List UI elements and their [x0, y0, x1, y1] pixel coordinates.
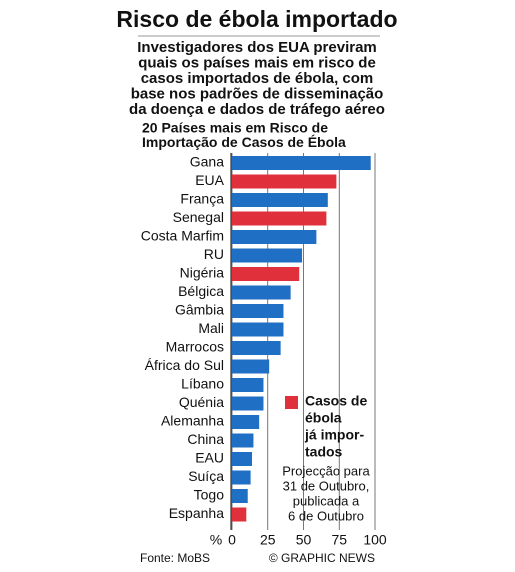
category-label: Marrocos	[166, 339, 224, 355]
subtitle: base nos padrões de disseminação	[131, 85, 384, 102]
subtitle: da doença e dados de tráfego aéreo	[129, 101, 385, 118]
category-label: Costa Marfim	[141, 228, 224, 244]
bar	[232, 470, 251, 485]
subtitle: casos importados de ébola, com	[141, 70, 374, 87]
category-label: Espanha	[169, 505, 224, 521]
category-label: Suíça	[188, 468, 224, 484]
x-tick-label: 50	[296, 532, 312, 548]
subtitle: quais os países mais em risco de	[138, 54, 376, 71]
credit: © GRAPHIC NEWS	[269, 551, 375, 565]
bar	[232, 415, 260, 429]
category-label: Togo	[194, 487, 225, 503]
category-label: Alemanha	[161, 413, 224, 429]
bar	[232, 378, 264, 392]
chart-subtitle: Importação de Casos de Ébola	[142, 134, 346, 150]
category-label: África do Sul	[145, 357, 224, 373]
legend-label: tados	[305, 444, 343, 460]
category-label: Bélgica	[178, 283, 224, 299]
note: publicada a	[293, 493, 360, 508]
category-label: EAU	[195, 450, 224, 466]
chart-title: Risco de ébola importado	[116, 6, 397, 32]
bar	[232, 452, 253, 466]
note: 6 de Outubro	[288, 508, 364, 523]
bar	[232, 304, 284, 318]
bar	[232, 174, 337, 189]
x-tick-label: 100	[363, 532, 387, 548]
bar	[232, 341, 281, 355]
category-label: RU	[204, 246, 224, 262]
bar	[232, 359, 270, 374]
legend-label: ébola	[305, 410, 342, 426]
x-tick-label: 25	[260, 532, 276, 548]
category-label: Quénia	[179, 394, 224, 410]
chart-subtitle: 20 Países mais em Risco de	[142, 120, 328, 136]
category-label: Senegal	[173, 209, 224, 225]
category-label: Mali	[198, 320, 224, 336]
x-tick-label: 0	[228, 532, 236, 548]
bar	[232, 193, 328, 207]
bar	[232, 507, 247, 522]
category-label: Líbano	[181, 376, 224, 392]
bar	[232, 211, 327, 226]
legend-label: já impor-	[304, 427, 364, 443]
category-label: Nigéria	[180, 265, 225, 281]
bar	[232, 396, 264, 411]
bar	[232, 248, 303, 263]
bar	[232, 322, 284, 337]
bar	[232, 267, 300, 281]
x-unit: %	[210, 532, 222, 548]
note: Projecção para	[282, 463, 370, 478]
legend-swatch	[285, 396, 298, 409]
category-label: Gâmbia	[175, 302, 224, 318]
bar	[232, 230, 317, 244]
subtitle: Investigadores dos EUA previram	[137, 39, 377, 56]
category-label: França	[180, 191, 224, 207]
bar	[232, 156, 371, 170]
source: Fonte: MoBS	[140, 551, 210, 565]
x-tick-label: 75	[331, 532, 347, 548]
category-label: EUA	[195, 172, 224, 188]
bar	[232, 433, 254, 448]
category-label: Gana	[190, 154, 224, 170]
legend-label: Casos de	[305, 393, 367, 409]
note: 31 de Outubro,	[283, 478, 370, 493]
bar	[232, 489, 248, 503]
bar	[232, 285, 291, 300]
category-label: China	[187, 431, 224, 447]
